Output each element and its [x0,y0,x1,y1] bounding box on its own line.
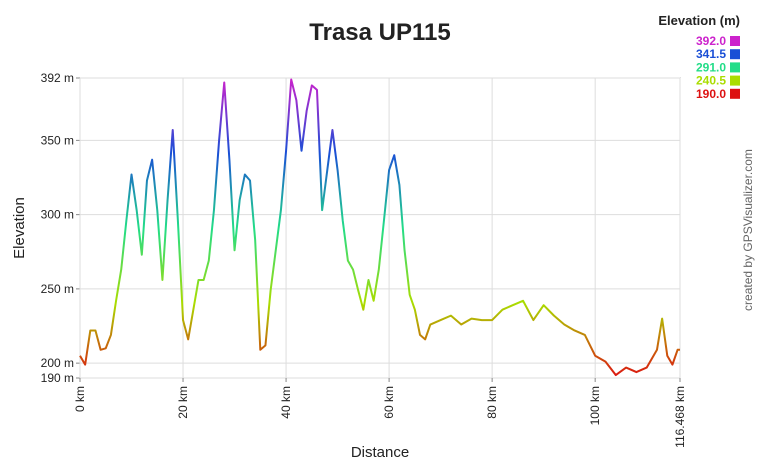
y-tick-label: 300 m [41,208,74,222]
x-tick-label: 116.468 km [673,386,687,448]
y-tick-label: 350 m [41,133,74,147]
y-tick-label: 250 m [41,282,74,296]
elevation-line [79,78,680,377]
legend-swatch [730,75,740,86]
watermark: created by GPSVisualizer.com [741,149,755,311]
legend-label: 341.5 [696,47,726,61]
plot-area [79,77,681,379]
legend-title: Elevation (m) [658,13,740,28]
legend-label: 190.0 [696,87,726,101]
legend-swatch [730,49,740,60]
legend-label: 291.0 [696,60,726,74]
x-tick-label: 0 km [73,386,87,412]
x-axis-label: Distance [351,444,409,460]
y-tick-label: 392 m [41,71,74,85]
legend-swatch [730,36,740,46]
legend-label: 392.0 [696,34,726,48]
y-tick-label: 200 m [41,356,74,370]
x-tick-label: 60 km [382,386,396,419]
x-tick-label: 100 km [588,386,602,425]
legend-swatch [730,88,740,99]
y-axis-label: Elevation [11,197,28,259]
x-tick-label: 40 km [279,386,293,419]
chart-title: Trasa UP115 [309,19,450,46]
legend-swatch [730,62,740,73]
y-tick-label: 190 m [41,371,74,385]
x-tick-label: 80 km [485,386,499,419]
x-tick-label: 20 km [176,386,190,419]
legend-label: 240.5 [696,74,726,88]
